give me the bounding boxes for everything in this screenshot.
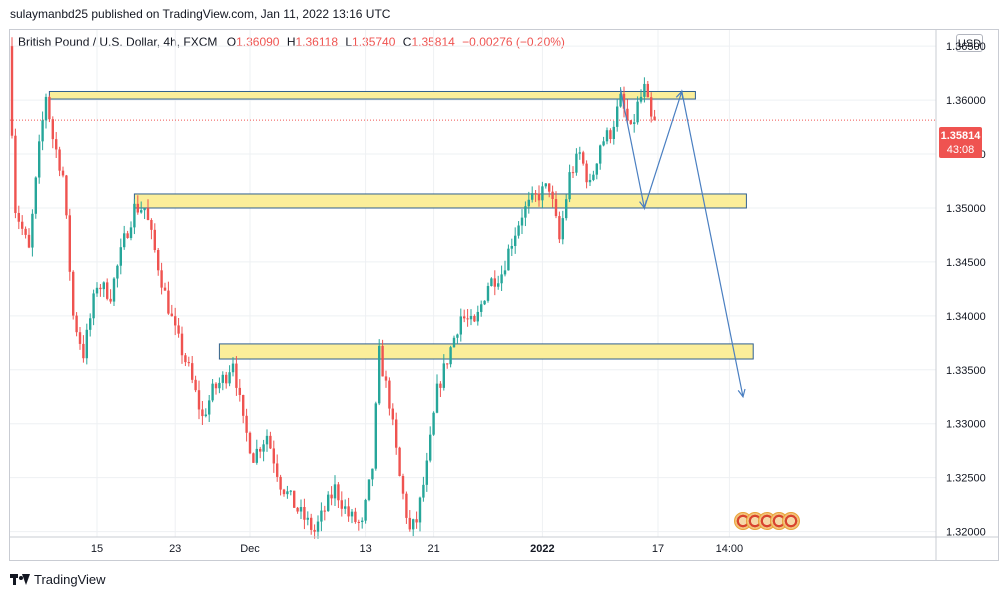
currency-button[interactable]: USD — [956, 34, 983, 52]
open-value: 1.36090 — [236, 35, 280, 49]
flag-icon[interactable] — [782, 512, 800, 530]
symbol-title[interactable]: British Pound / U.S. Dollar, 4h, FXCM — [18, 35, 218, 49]
close-value: 1.35814 — [411, 35, 455, 49]
high-value: 1.36118 — [295, 35, 339, 49]
symbol-legend: British Pound / U.S. Dollar, 4h, FXCM O1… — [18, 35, 565, 49]
publisher-line: sulaymanbd25 published on TradingView.co… — [10, 7, 391, 21]
high-label: H — [286, 35, 296, 49]
tradingview-logo[interactable]: TradingView — [10, 572, 106, 587]
economic-events[interactable] — [734, 512, 804, 532]
candle-countdown: 43:08 — [946, 144, 975, 156]
change-value: −0.00276 (−0.20%) — [462, 35, 565, 49]
tradingview-brand: TradingView — [34, 572, 106, 587]
chart-frame — [9, 29, 999, 561]
last-price-value: 1.35814 — [940, 130, 981, 142]
open-label: O — [226, 35, 237, 49]
low-label: L — [345, 35, 353, 49]
low-value: 1.35740 — [352, 35, 396, 49]
tradingview-logo-icon — [10, 573, 30, 586]
last-price-tag: 1.35814 43:08 — [939, 127, 982, 158]
close-label: C — [402, 35, 412, 49]
